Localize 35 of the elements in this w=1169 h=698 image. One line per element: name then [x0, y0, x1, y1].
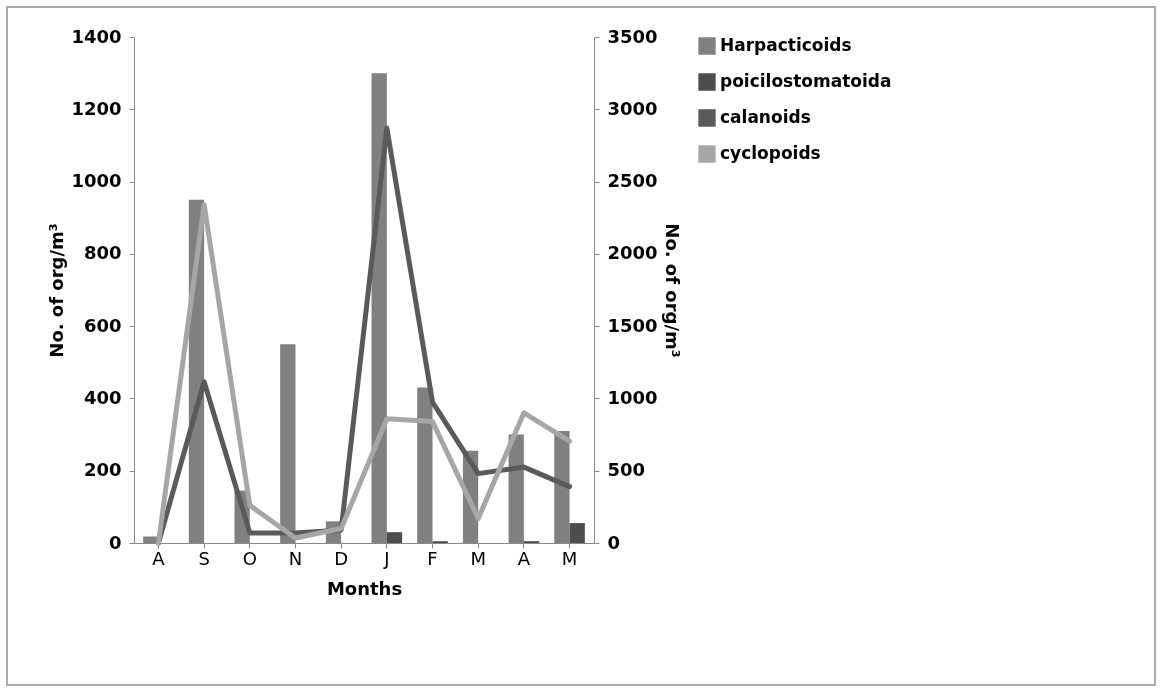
legend-label: Harpacticoids	[720, 35, 852, 55]
y-tick-label: 1400	[71, 25, 122, 47]
x-tick-label: D	[334, 547, 349, 569]
x-tick-label: N	[288, 547, 303, 569]
y2-axis-title: No. of org/m³	[661, 223, 683, 358]
y2-tick-label: 1000	[607, 386, 658, 408]
x-tick-label: A	[517, 547, 531, 569]
y-tick-label: 1200	[71, 97, 122, 119]
y2-tick-label: 3000	[607, 97, 658, 119]
x-tick-label: F	[427, 547, 438, 569]
legend-label: poicilostomatoida	[720, 71, 892, 91]
bar	[569, 523, 585, 543]
x-tick-label: J	[383, 547, 390, 569]
y2-tick-label: 2500	[607, 170, 658, 192]
y-tick-label: 0	[108, 531, 122, 553]
y-tick-label: 800	[83, 242, 122, 264]
y-tick-label: 1000	[71, 170, 122, 192]
y2-tick-label: 0	[607, 531, 621, 553]
legend-label: calanoids	[720, 107, 811, 127]
x-tick-label: S	[198, 547, 210, 569]
x-axis-title: Months	[326, 577, 403, 599]
x-tick-label: M	[470, 547, 486, 569]
bar	[386, 532, 403, 543]
y2-tick-label: 1500	[607, 314, 658, 336]
y2-tick-label: 500	[607, 459, 646, 481]
y-axis-title: No. of org/m³	[46, 223, 68, 358]
x-tick-label: O	[242, 547, 257, 569]
legend-label: cyclopoids	[720, 143, 821, 163]
x-tick-label: A	[152, 547, 166, 569]
y-tick-label: 600	[83, 314, 122, 336]
x-tick-label: M	[561, 547, 578, 569]
y-tick-label: 400	[83, 386, 122, 408]
y2-tick-label: 2000	[607, 242, 658, 264]
y2-tick-label: 3500	[607, 25, 658, 47]
y-tick-label: 200	[83, 459, 122, 481]
